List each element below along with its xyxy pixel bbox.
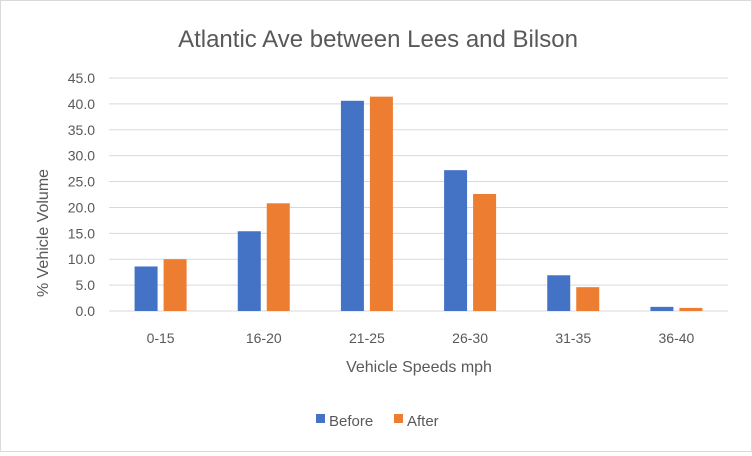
bars: [134, 96, 703, 311]
bar-before-16-20: [237, 231, 261, 311]
legend: Before After: [316, 413, 439, 430]
y-tick-label: 0.0: [76, 303, 96, 319]
y-tick-label: 10.0: [68, 251, 95, 267]
bar-after-16-20: [266, 203, 290, 311]
x-tick-label: 26-30: [452, 330, 488, 346]
bar-after-36-40: [679, 307, 703, 311]
y-tick-label: 15.0: [68, 225, 95, 241]
x-tick-label: 36-40: [659, 330, 695, 346]
grid-lines: [109, 77, 728, 312]
chart-title: Atlantic Ave between Lees and Bilson: [178, 26, 578, 53]
bar-before-0-15: [134, 266, 158, 311]
y-tick-label: 5.0: [76, 277, 96, 293]
x-tick-label: 16-20: [246, 330, 282, 346]
y-tick-label: 45.0: [68, 70, 95, 86]
y-tick-label: 35.0: [68, 122, 95, 138]
y-tick-label: 40.0: [68, 96, 95, 112]
bar-after-26-30: [473, 193, 497, 311]
x-axis-label: Vehicle Speeds mph: [346, 359, 492, 376]
bar-before-26-30: [444, 170, 468, 311]
bar-before-21-25: [340, 100, 364, 311]
y-tick-label: 30.0: [68, 148, 95, 164]
bar-before-36-40: [650, 306, 674, 311]
legend-label-before: Before: [329, 413, 373, 430]
x-tick-label: 31-35: [555, 330, 591, 346]
y-axis-ticks: 0.0 5.0 10.0 15.0 20.0 25.0 30.0 35.0 40.0 45.0: [68, 70, 95, 319]
bar-before-31-35: [547, 275, 571, 311]
x-tick-label: 21-25: [349, 330, 385, 346]
legend-label-after: After: [407, 413, 439, 430]
legend-swatch-before: [316, 414, 325, 423]
bar-after-0-15: [163, 259, 187, 311]
x-tick-label: 0-15: [147, 330, 175, 346]
y-tick-label: 20.0: [68, 199, 95, 215]
legend-swatch-after: [394, 414, 403, 423]
x-axis-ticks: 0-15 16-20 21-25 26-30 31-35 36-40: [147, 330, 695, 346]
bar-after-31-35: [576, 287, 600, 311]
y-tick-label: 25.0: [68, 174, 95, 190]
bar-after-21-25: [369, 96, 393, 311]
y-axis-label: % Vehicle Volume: [35, 169, 52, 297]
